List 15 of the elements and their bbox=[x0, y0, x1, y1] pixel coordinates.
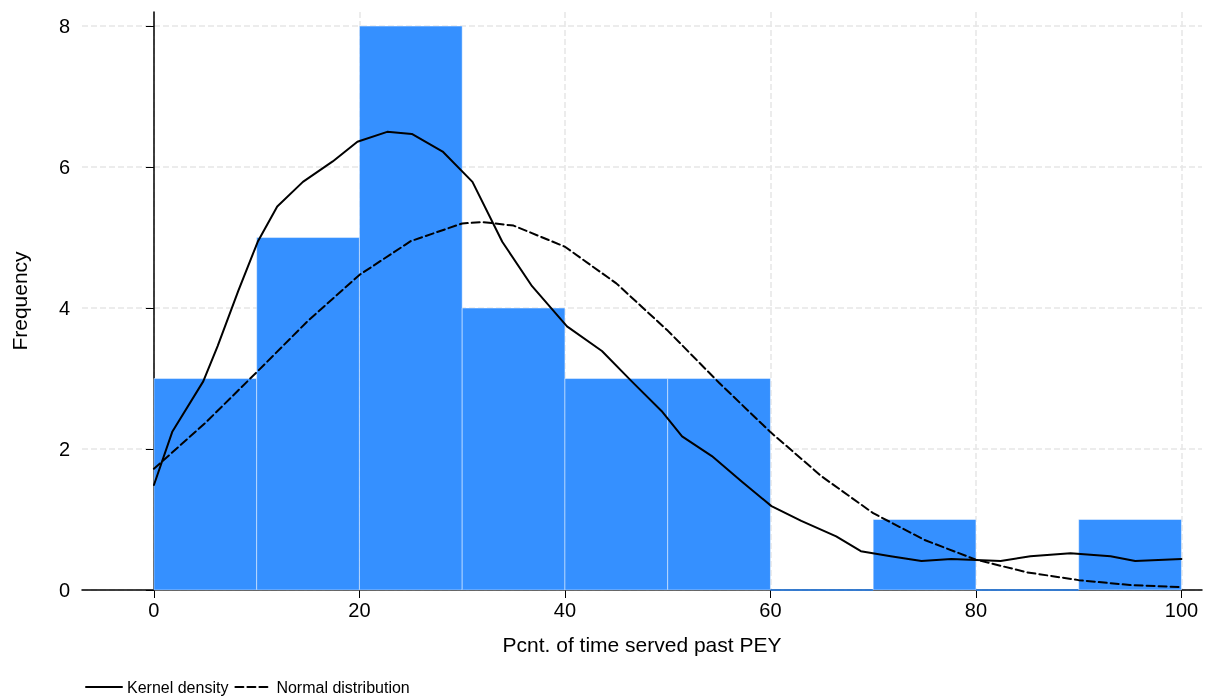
y-axis-title: Frequency bbox=[8, 250, 31, 351]
x-tick-label: 20 bbox=[348, 599, 371, 621]
x-axis-title: Pcnt. of time served past PEY bbox=[502, 633, 782, 656]
legend-label: Kernel density bbox=[127, 678, 229, 696]
y-tick-label: 0 bbox=[58, 579, 70, 601]
x-tick-label: 80 bbox=[964, 599, 988, 621]
x-tick-label: 100 bbox=[1164, 599, 1199, 621]
x-tick-label: 0 bbox=[148, 599, 160, 621]
y-tick-label: 2 bbox=[58, 438, 70, 461]
y-tick-label: 6 bbox=[58, 156, 70, 179]
x-tick-label: 60 bbox=[759, 599, 782, 621]
y-tick-label: 4 bbox=[58, 297, 70, 320]
x-tick-label: 40 bbox=[553, 599, 577, 621]
legend-label: Normal distribution bbox=[276, 678, 410, 696]
y-tick-label: 8 bbox=[58, 15, 70, 38]
